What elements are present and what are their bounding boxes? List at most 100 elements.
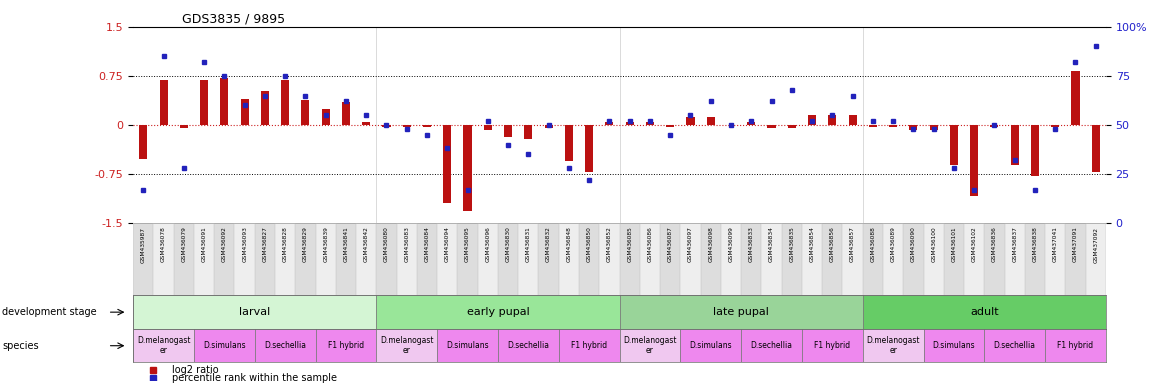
Bar (139, 125, 147, 159)
Bar (322, 109, 330, 125)
Bar (1004, 223, 1025, 295)
Bar (741, 223, 761, 295)
Text: D.sechellia: D.sechellia (507, 341, 549, 350)
Text: GSM436095: GSM436095 (466, 227, 470, 262)
Text: percentile rank within the sample: percentile rank within the sample (173, 373, 337, 383)
Bar (565, 125, 573, 161)
Bar (498, 329, 558, 362)
Text: GSM436842: GSM436842 (364, 227, 368, 262)
Bar (889, 125, 897, 127)
Bar (544, 125, 552, 128)
Text: GSM436836: GSM436836 (992, 227, 997, 262)
Text: larval: larval (240, 307, 270, 317)
Text: D.melanogast
er: D.melanogast er (380, 336, 433, 356)
Bar (315, 223, 336, 295)
Bar (930, 125, 938, 130)
Text: GSM436835: GSM436835 (790, 227, 794, 262)
Text: D.simulans: D.simulans (203, 341, 245, 350)
Bar (863, 295, 1106, 329)
Text: D.melanogast
er: D.melanogast er (137, 336, 190, 356)
Bar (281, 81, 290, 125)
Bar (1025, 223, 1045, 295)
Bar (1045, 223, 1065, 295)
Bar (579, 223, 599, 295)
Bar (787, 125, 796, 128)
Text: GSM436092: GSM436092 (222, 227, 227, 262)
Text: species: species (2, 341, 39, 351)
Bar (944, 223, 963, 295)
Text: GSM436848: GSM436848 (566, 227, 571, 262)
Bar (849, 115, 857, 125)
Text: GSM436088: GSM436088 (871, 227, 875, 262)
Text: D.simulans: D.simulans (446, 341, 489, 350)
Bar (315, 329, 376, 362)
Bar (463, 125, 471, 211)
Text: GSM436827: GSM436827 (263, 227, 267, 262)
Bar (376, 329, 437, 362)
Bar (625, 122, 633, 125)
Bar (484, 125, 492, 130)
Bar (842, 223, 863, 295)
Bar (504, 125, 512, 137)
Bar (255, 223, 274, 295)
Bar (720, 223, 741, 295)
Bar (261, 91, 269, 125)
Bar (606, 122, 614, 125)
Bar (585, 125, 593, 172)
Bar (863, 329, 923, 362)
Text: GSM436828: GSM436828 (283, 227, 287, 262)
Bar (1031, 125, 1039, 176)
Bar (437, 223, 457, 295)
Text: GSM436841: GSM436841 (344, 227, 349, 262)
Bar (274, 223, 295, 295)
Bar (620, 223, 639, 295)
Bar (984, 223, 1004, 295)
Bar (761, 223, 782, 295)
Bar (660, 223, 680, 295)
Text: D.sechellia: D.sechellia (264, 341, 306, 350)
Bar (241, 99, 249, 125)
Bar (666, 125, 674, 127)
Bar (868, 125, 877, 127)
Text: GSM436852: GSM436852 (607, 227, 611, 262)
Bar (620, 329, 680, 362)
Bar (477, 223, 498, 295)
Text: GSM436089: GSM436089 (891, 227, 895, 262)
Text: GSM436099: GSM436099 (728, 227, 733, 262)
Text: GSM436084: GSM436084 (425, 227, 430, 262)
Text: GSM436080: GSM436080 (384, 227, 389, 262)
Bar (133, 329, 193, 362)
Text: log2 ratio: log2 ratio (173, 364, 219, 374)
Text: D.melanogast
er: D.melanogast er (623, 336, 676, 356)
Text: GSM436856: GSM436856 (830, 227, 835, 262)
Text: GSM436100: GSM436100 (931, 227, 936, 262)
Bar (437, 329, 498, 362)
Bar (801, 223, 822, 295)
Text: GSM436101: GSM436101 (952, 227, 957, 262)
Text: GSM436830: GSM436830 (506, 227, 511, 262)
Text: late pupal: late pupal (713, 307, 769, 317)
Bar (382, 125, 390, 127)
Text: GSM436094: GSM436094 (445, 227, 449, 262)
Bar (220, 78, 228, 125)
Text: GSM435987: GSM435987 (141, 227, 146, 263)
Text: GSM436090: GSM436090 (911, 227, 916, 262)
Bar (356, 223, 376, 295)
Text: D.sechellia: D.sechellia (994, 341, 1035, 350)
Bar (234, 223, 255, 295)
Bar (950, 125, 958, 166)
Text: GSM436085: GSM436085 (628, 227, 632, 262)
Bar (1092, 125, 1100, 172)
Bar (153, 223, 174, 295)
Text: GSM436096: GSM436096 (485, 227, 490, 262)
Bar (518, 223, 538, 295)
Text: GSM436098: GSM436098 (709, 227, 713, 262)
Text: GSM436083: GSM436083 (404, 227, 409, 262)
Bar (558, 223, 579, 295)
Text: D.melanogast
er: D.melanogast er (866, 336, 919, 356)
Text: GSM437091: GSM437091 (1073, 227, 1078, 262)
Text: F1 hybrid: F1 hybrid (571, 341, 607, 350)
Bar (782, 223, 801, 295)
Bar (646, 122, 654, 125)
Bar (701, 223, 720, 295)
